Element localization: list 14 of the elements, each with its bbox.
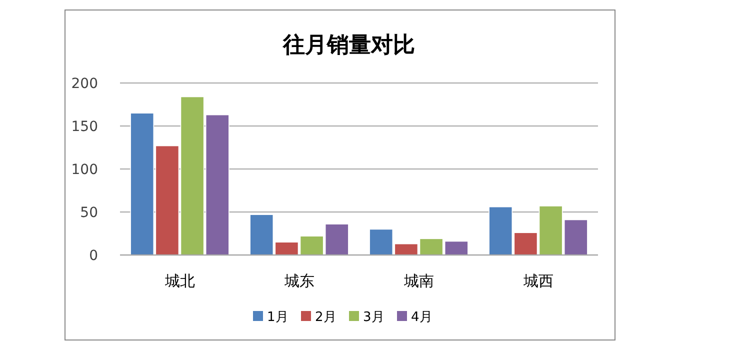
x-tick-label: 城南 (402, 272, 434, 290)
y-tick-label: 200 (71, 76, 98, 92)
x-tick-label: 城北 (164, 272, 195, 290)
x-tick-label: 城西 (522, 272, 554, 290)
legend-label: 4月 (411, 310, 432, 325)
x-tick-label: 城东 (283, 272, 314, 290)
y-tick-label: 150 (71, 119, 98, 135)
y-tick-label: 100 (71, 162, 98, 178)
y-tick-label: 50 (80, 205, 98, 221)
y-tick-label: 0 (89, 248, 98, 264)
legend-label: 2月 (315, 310, 336, 325)
legend-label: 3月 (363, 310, 384, 325)
legend-label: 1月 (267, 310, 288, 325)
chart-title: 往月销量对比 (282, 33, 415, 58)
